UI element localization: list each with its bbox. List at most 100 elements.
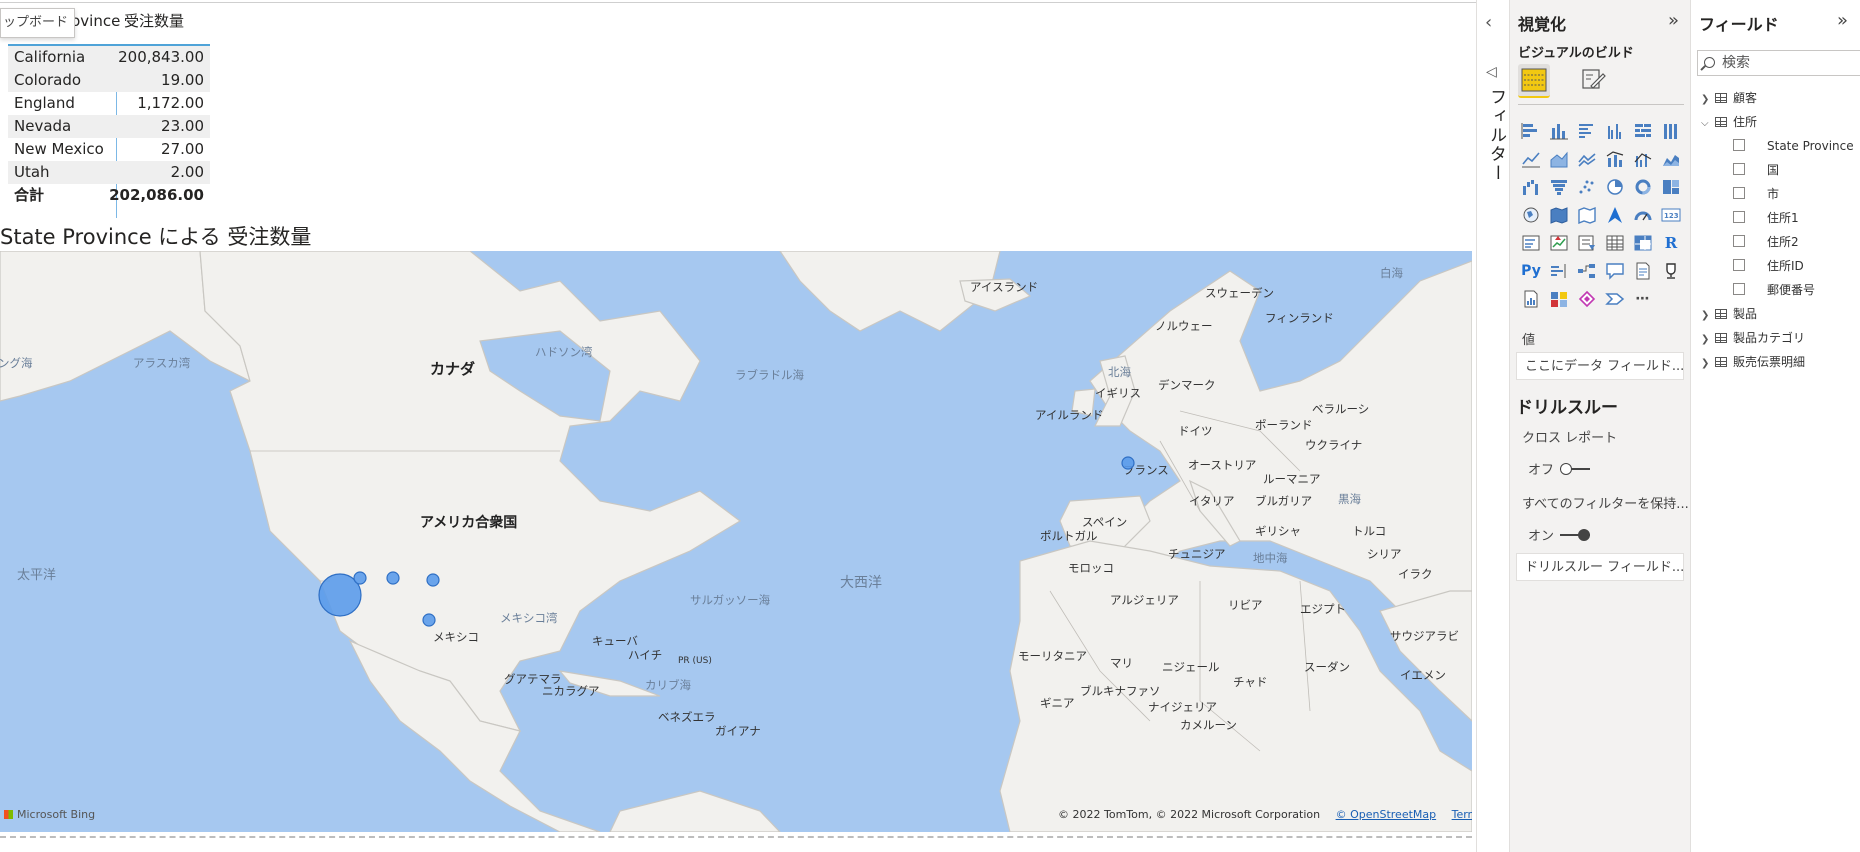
area-chart-icon[interactable]: [1548, 148, 1570, 170]
openstreetmap-link[interactable]: © OpenStreetMap: [1335, 808, 1437, 821]
keep-all-filters-toggle[interactable]: オン: [1528, 525, 1591, 544]
field-item[interactable]: 郵便番号: [1733, 280, 1815, 300]
r-visual-icon[interactable]: R: [1664, 234, 1678, 252]
map-label: イギリス: [1095, 386, 1141, 400]
waterfall-chart-icon[interactable]: [1520, 176, 1542, 198]
collapse-pane-icon[interactable]: »: [1668, 10, 1680, 31]
gauge-icon[interactable]: [1632, 204, 1654, 226]
fields-search-box[interactable]: 検索: [1697, 50, 1860, 76]
field-table-address[interactable]: ⌵ 住所: [1701, 112, 1757, 132]
filter-pane-collapsed[interactable]: ‹ ◁ フィルター: [1477, 0, 1510, 852]
build-visual-tab-button[interactable]: [1518, 64, 1550, 98]
table-row[interactable]: Nevada 23.00: [8, 115, 210, 138]
field-item[interactable]: 市: [1733, 184, 1779, 204]
field-table-sales-details[interactable]: ❯ 販売伝票明細: [1701, 352, 1805, 372]
field-checkbox[interactable]: [1733, 211, 1745, 223]
chevron-right-icon[interactable]: ❯: [1701, 94, 1710, 105]
field-item[interactable]: 住所2: [1733, 232, 1799, 252]
map-bubble-new-mexico[interactable]: [422, 613, 436, 627]
slicer-icon[interactable]: [1576, 232, 1598, 254]
filter-pane-label[interactable]: フィルター: [1486, 88, 1506, 183]
donut-chart-icon[interactable]: [1632, 176, 1654, 198]
multi-row-card-icon[interactable]: [1520, 232, 1542, 254]
line-and-column-chart-icon[interactable]: [1604, 148, 1626, 170]
card-icon[interactable]: 123: [1660, 204, 1682, 226]
100-stacked-bar-icon[interactable]: [1632, 120, 1654, 142]
table-total-row[interactable]: 合計 202,086.00: [8, 184, 210, 207]
toggle-switch-on[interactable]: [1560, 529, 1591, 541]
qa-icon[interactable]: [1604, 260, 1626, 282]
map-label: ハイチ: [628, 648, 662, 662]
clustered-bar-chart-icon[interactable]: [1576, 120, 1598, 142]
stacked-bar-chart-icon[interactable]: [1520, 120, 1542, 142]
map-bubble-california[interactable]: [318, 573, 362, 617]
toggle-switch-off[interactable]: [1560, 463, 1591, 475]
more-visuals-icon[interactable]: ⋯: [1635, 291, 1651, 307]
field-checkbox[interactable]: [1733, 259, 1745, 271]
decomposition-tree-icon[interactable]: [1576, 260, 1598, 282]
scatter-chart-icon[interactable]: [1576, 176, 1598, 198]
field-table-products[interactable]: ❯ 製品: [1701, 304, 1757, 324]
power-apps-icon[interactable]: [1548, 288, 1570, 310]
collapse-fields-icon[interactable]: »: [1837, 10, 1849, 31]
field-checkbox[interactable]: [1733, 283, 1745, 295]
map-bubble-utah[interactable]: [386, 571, 400, 585]
table-header-order-qty[interactable]: 受注数量: [124, 12, 185, 30]
field-item[interactable]: 住所1: [1733, 208, 1799, 228]
map-bubble-colorado[interactable]: [426, 573, 440, 587]
paginated-report-icon[interactable]: [1520, 288, 1542, 310]
chevron-visual-icon[interactable]: [1604, 288, 1626, 310]
values-field-well[interactable]: ここにデータ フィールド...: [1516, 352, 1684, 380]
stacked-column-chart-icon[interactable]: [1548, 120, 1570, 142]
field-checkbox[interactable]: [1733, 235, 1745, 247]
map-bubble-nevada[interactable]: [353, 571, 367, 585]
table-row[interactable]: England 1,172.00: [8, 92, 210, 115]
smart-narrative-icon[interactable]: [1632, 260, 1654, 282]
table-row[interactable]: Colorado 19.00: [8, 69, 210, 92]
100-stacked-column-icon[interactable]: [1660, 120, 1682, 142]
kpi-icon[interactable]: [1548, 232, 1570, 254]
terms-link[interactable]: Terms: [1451, 808, 1472, 821]
map-visual[interactable]: アイスランド スウェーデン フィンランド ノルウェー 白海 アラスカ湾 ング海 …: [0, 251, 1472, 832]
table-row[interactable]: New Mexico 27.00: [8, 138, 210, 161]
matrix-icon[interactable]: [1632, 232, 1654, 254]
field-checkbox[interactable]: [1733, 139, 1745, 151]
goals-trophy-icon[interactable]: [1660, 260, 1682, 282]
field-item[interactable]: 国: [1733, 160, 1779, 180]
filled-map-icon[interactable]: [1548, 204, 1570, 226]
python-visual-icon[interactable]: Py: [1521, 263, 1541, 279]
chevron-left-icon[interactable]: ‹: [1485, 12, 1493, 33]
chevron-right-icon[interactable]: ❯: [1701, 310, 1710, 321]
table-icon[interactable]: [1604, 232, 1626, 254]
drillthrough-field-well[interactable]: ドリルスルー フィールド...: [1516, 553, 1684, 581]
cross-report-toggle[interactable]: オフ: [1528, 459, 1591, 478]
field-item[interactable]: 住所ID: [1733, 256, 1804, 276]
pie-chart-icon[interactable]: [1604, 176, 1626, 198]
map-label: カナダ: [430, 360, 475, 378]
stacked-area-chart-icon[interactable]: [1576, 148, 1598, 170]
key-influencers-icon[interactable]: [1548, 260, 1570, 282]
chevron-down-icon[interactable]: ⌵: [1701, 118, 1709, 129]
line-and-clustered-column-icon[interactable]: [1632, 148, 1654, 170]
power-automate-icon[interactable]: [1576, 288, 1598, 310]
clustered-column-chart-icon[interactable]: [1604, 120, 1626, 142]
table-row[interactable]: California 200,843.00: [8, 46, 210, 69]
line-chart-icon[interactable]: [1520, 148, 1542, 170]
azure-map-icon[interactable]: [1604, 204, 1626, 226]
field-checkbox[interactable]: [1733, 163, 1745, 175]
field-table-customers[interactable]: ❯ 顧客: [1701, 88, 1757, 108]
field-table-product-category[interactable]: ❯ 製品カテゴリ: [1701, 328, 1805, 348]
chevron-right-icon[interactable]: ❯: [1701, 334, 1710, 345]
field-checkbox[interactable]: [1733, 187, 1745, 199]
ribbon-chart-icon[interactable]: [1660, 148, 1682, 170]
table-row[interactable]: Utah 2.00: [8, 161, 210, 184]
shape-map-icon[interactable]: [1576, 204, 1598, 226]
map-globe-icon[interactable]: [1520, 204, 1542, 226]
funnel-chart-icon[interactable]: [1548, 176, 1570, 198]
map-bubble-england[interactable]: [1121, 456, 1135, 470]
format-visual-tab-button[interactable]: [1578, 64, 1610, 96]
map-label: シリア: [1367, 547, 1402, 561]
treemap-icon[interactable]: [1660, 176, 1682, 198]
field-item[interactable]: State Province: [1733, 136, 1854, 156]
chevron-right-icon[interactable]: ❯: [1701, 358, 1710, 369]
